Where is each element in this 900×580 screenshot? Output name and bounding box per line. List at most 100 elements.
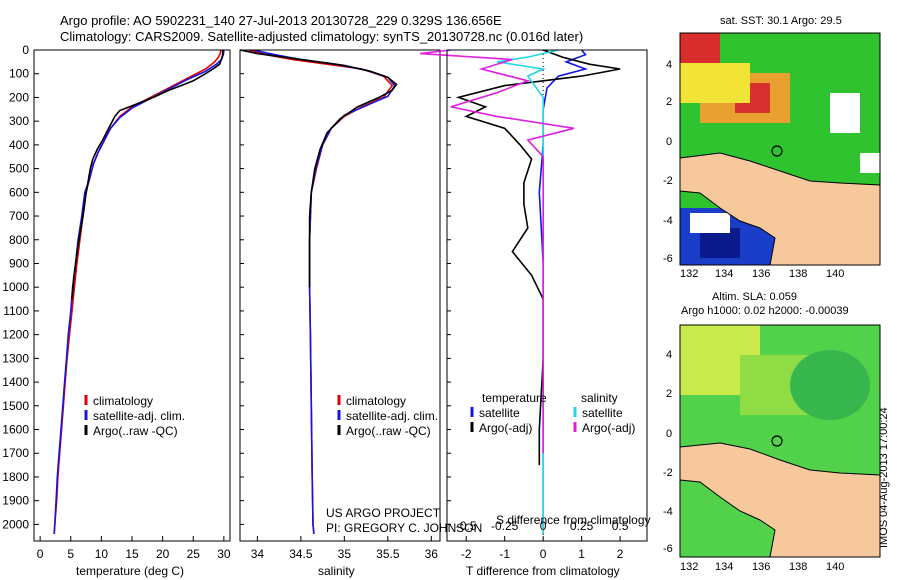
sla-y-tick-4: 4 <box>666 349 673 361</box>
y-tick-label: 800 <box>9 233 29 247</box>
y-tick-label: 1500 <box>2 399 29 413</box>
y-tick-label: 700 <box>9 209 29 223</box>
series-line-argo-raw-qc- <box>239 49 398 288</box>
sst-y-tick-0: 0 <box>666 136 673 148</box>
y-tick-label: 200 <box>9 90 29 104</box>
s-tick-label: -0.25 <box>491 519 519 533</box>
pi-annotation-line-1: US ARGO PROJECT <box>326 506 441 520</box>
x-tick-label: -2 <box>461 547 472 561</box>
y-tick-label: 600 <box>9 185 29 199</box>
salinity-xlabel: salinity <box>318 564 355 578</box>
y-tick-label: 1800 <box>2 470 29 484</box>
s-difference-xlabel: S difference from climatology <box>496 513 651 527</box>
legend-label: Argo(..raw -QC) <box>346 424 431 438</box>
y-tick-label: 900 <box>9 256 29 270</box>
x-tick-label: 5 <box>67 547 74 561</box>
y-tick-label: 500 <box>9 162 29 176</box>
temperature-xlabel: temperature (deg C) <box>76 564 185 578</box>
x-tick-label: 20 <box>156 547 170 561</box>
argo-float-marker <box>771 145 783 157</box>
sst-x-tick-140: 140 <box>826 268 845 280</box>
x-tick-label: 35 <box>338 547 352 561</box>
salinity-series-layer <box>239 49 398 534</box>
pi-annotation-line-2: PI: GREGORY C. JOHNSON <box>326 521 483 535</box>
y-tick-label: 2000 <box>2 517 29 531</box>
x-tick-label: 34.5 <box>289 547 313 561</box>
legend-label: Argo(-adj) <box>582 421 635 435</box>
y-tick-label: 1700 <box>2 446 29 460</box>
sst-map-label: sat. SST: 30.1 Argo: 29.5 <box>720 15 842 27</box>
x-tick-label: 36 <box>425 547 439 561</box>
x-tick-label: -1 <box>499 547 510 561</box>
s-tick-label: 0.25 <box>570 519 594 533</box>
legend-label: satellite <box>479 406 520 420</box>
sla-map-label-line-1: Altim. SLA: 0.059 <box>712 291 797 303</box>
x-tick-label: 0 <box>540 547 547 561</box>
y-tick-label: 100 <box>9 67 29 81</box>
y-tick-label: 1100 <box>3 304 29 318</box>
sst-x-tick-138: 138 <box>789 268 808 280</box>
legend-label: Argo(..raw -QC) <box>93 424 178 438</box>
argo-float-marker-sla <box>771 435 783 447</box>
sst-x-tick-136: 136 <box>752 268 771 280</box>
legend-label: Argo(-adj) <box>479 421 532 435</box>
x-tick-label: 1 <box>578 547 585 561</box>
y-tick-label: 0 <box>22 43 29 57</box>
y-tick-label: 400 <box>9 138 29 152</box>
series-line-satellite-adj-clim- <box>252 49 396 534</box>
sla-map <box>679 324 881 558</box>
y-tick-label: 1600 <box>2 423 29 437</box>
s-tick-label: 0.5 <box>612 519 629 533</box>
x-tick-label: 10 <box>95 547 109 561</box>
sla-x-tick-134: 134 <box>715 561 734 573</box>
sst-y-tick-2: 2 <box>666 96 673 108</box>
sst-y-tick-neg4: -4 <box>663 215 673 227</box>
sla-y-tick-0: 0 <box>666 428 673 440</box>
temperature-series-layer <box>53 49 225 534</box>
sla-y-tick-neg2: -2 <box>663 467 673 479</box>
series-line-climatology <box>53 49 222 534</box>
series-line-salinity-argo-adj- <box>420 49 575 454</box>
sst-y-tick-4: 4 <box>666 59 673 71</box>
y-tick-label: 1000 <box>2 280 29 294</box>
temperature-plot-frame <box>33 49 231 542</box>
sst-y-tick-neg6: -6 <box>663 253 673 265</box>
salinity-plot-frame <box>239 49 441 542</box>
temperature-profile-chart: 0 5 10 15 20 25 300100200300400500600700800900… <box>2 43 231 561</box>
sst-y-tick-neg2: -2 <box>663 175 673 187</box>
sst-map <box>679 32 881 266</box>
sla-x-tick-138: 138 <box>789 561 808 573</box>
legend-label: satellite-adj. clim. <box>346 409 438 423</box>
sst-x-tick-132: 132 <box>680 268 699 280</box>
legend-header-temperature: temperature <box>482 391 547 405</box>
series-line-climatology <box>248 49 394 534</box>
x-tick-label: 34 <box>251 547 265 561</box>
figure-title-line-1: Argo profile: AO 5902231_140 27-Jul-2013… <box>60 13 502 28</box>
legend-label: satellite <box>582 406 623 420</box>
x-tick-label: 2 <box>617 547 624 561</box>
x-tick-label: 30 <box>217 547 231 561</box>
s-tick-label: 0 <box>540 519 547 533</box>
sla-y-tick-neg6: -6 <box>663 543 673 555</box>
imos-timestamp: IMOS 04-Aug-2013 17:00:24 <box>878 407 890 548</box>
difference-tick-layer: -2 -1 0 1 2 <box>447 49 624 561</box>
difference-profile-chart: -2 -1 0 1 2 -0.5 -0.25 0 0.25 0.5 temperature sali… <box>420 49 648 561</box>
legend-header-salinity: salinity <box>581 391 618 405</box>
sla-map-label-line-2: Argo h1000: 0.02 h2000: -0.00039 <box>681 305 849 317</box>
series-line-temperature-argo-adj- <box>455 49 621 466</box>
series-line-satellite-adj-clim- <box>53 49 225 534</box>
s-tick-label: -0.5 <box>456 519 477 533</box>
legend-label: climatology <box>93 394 153 408</box>
y-tick-label: 1400 <box>2 375 29 389</box>
legend-label: satellite-adj. clim. <box>93 409 185 423</box>
series-line-salinity-satellite <box>496 49 559 534</box>
x-tick-label: 15 <box>125 547 139 561</box>
sla-y-tick-2: 2 <box>666 388 673 400</box>
difference-plot-frame <box>446 49 648 542</box>
x-tick-label: 25 <box>187 547 201 561</box>
sla-y-tick-neg4: -4 <box>663 506 673 518</box>
y-tick-label: 1300 <box>2 351 29 365</box>
